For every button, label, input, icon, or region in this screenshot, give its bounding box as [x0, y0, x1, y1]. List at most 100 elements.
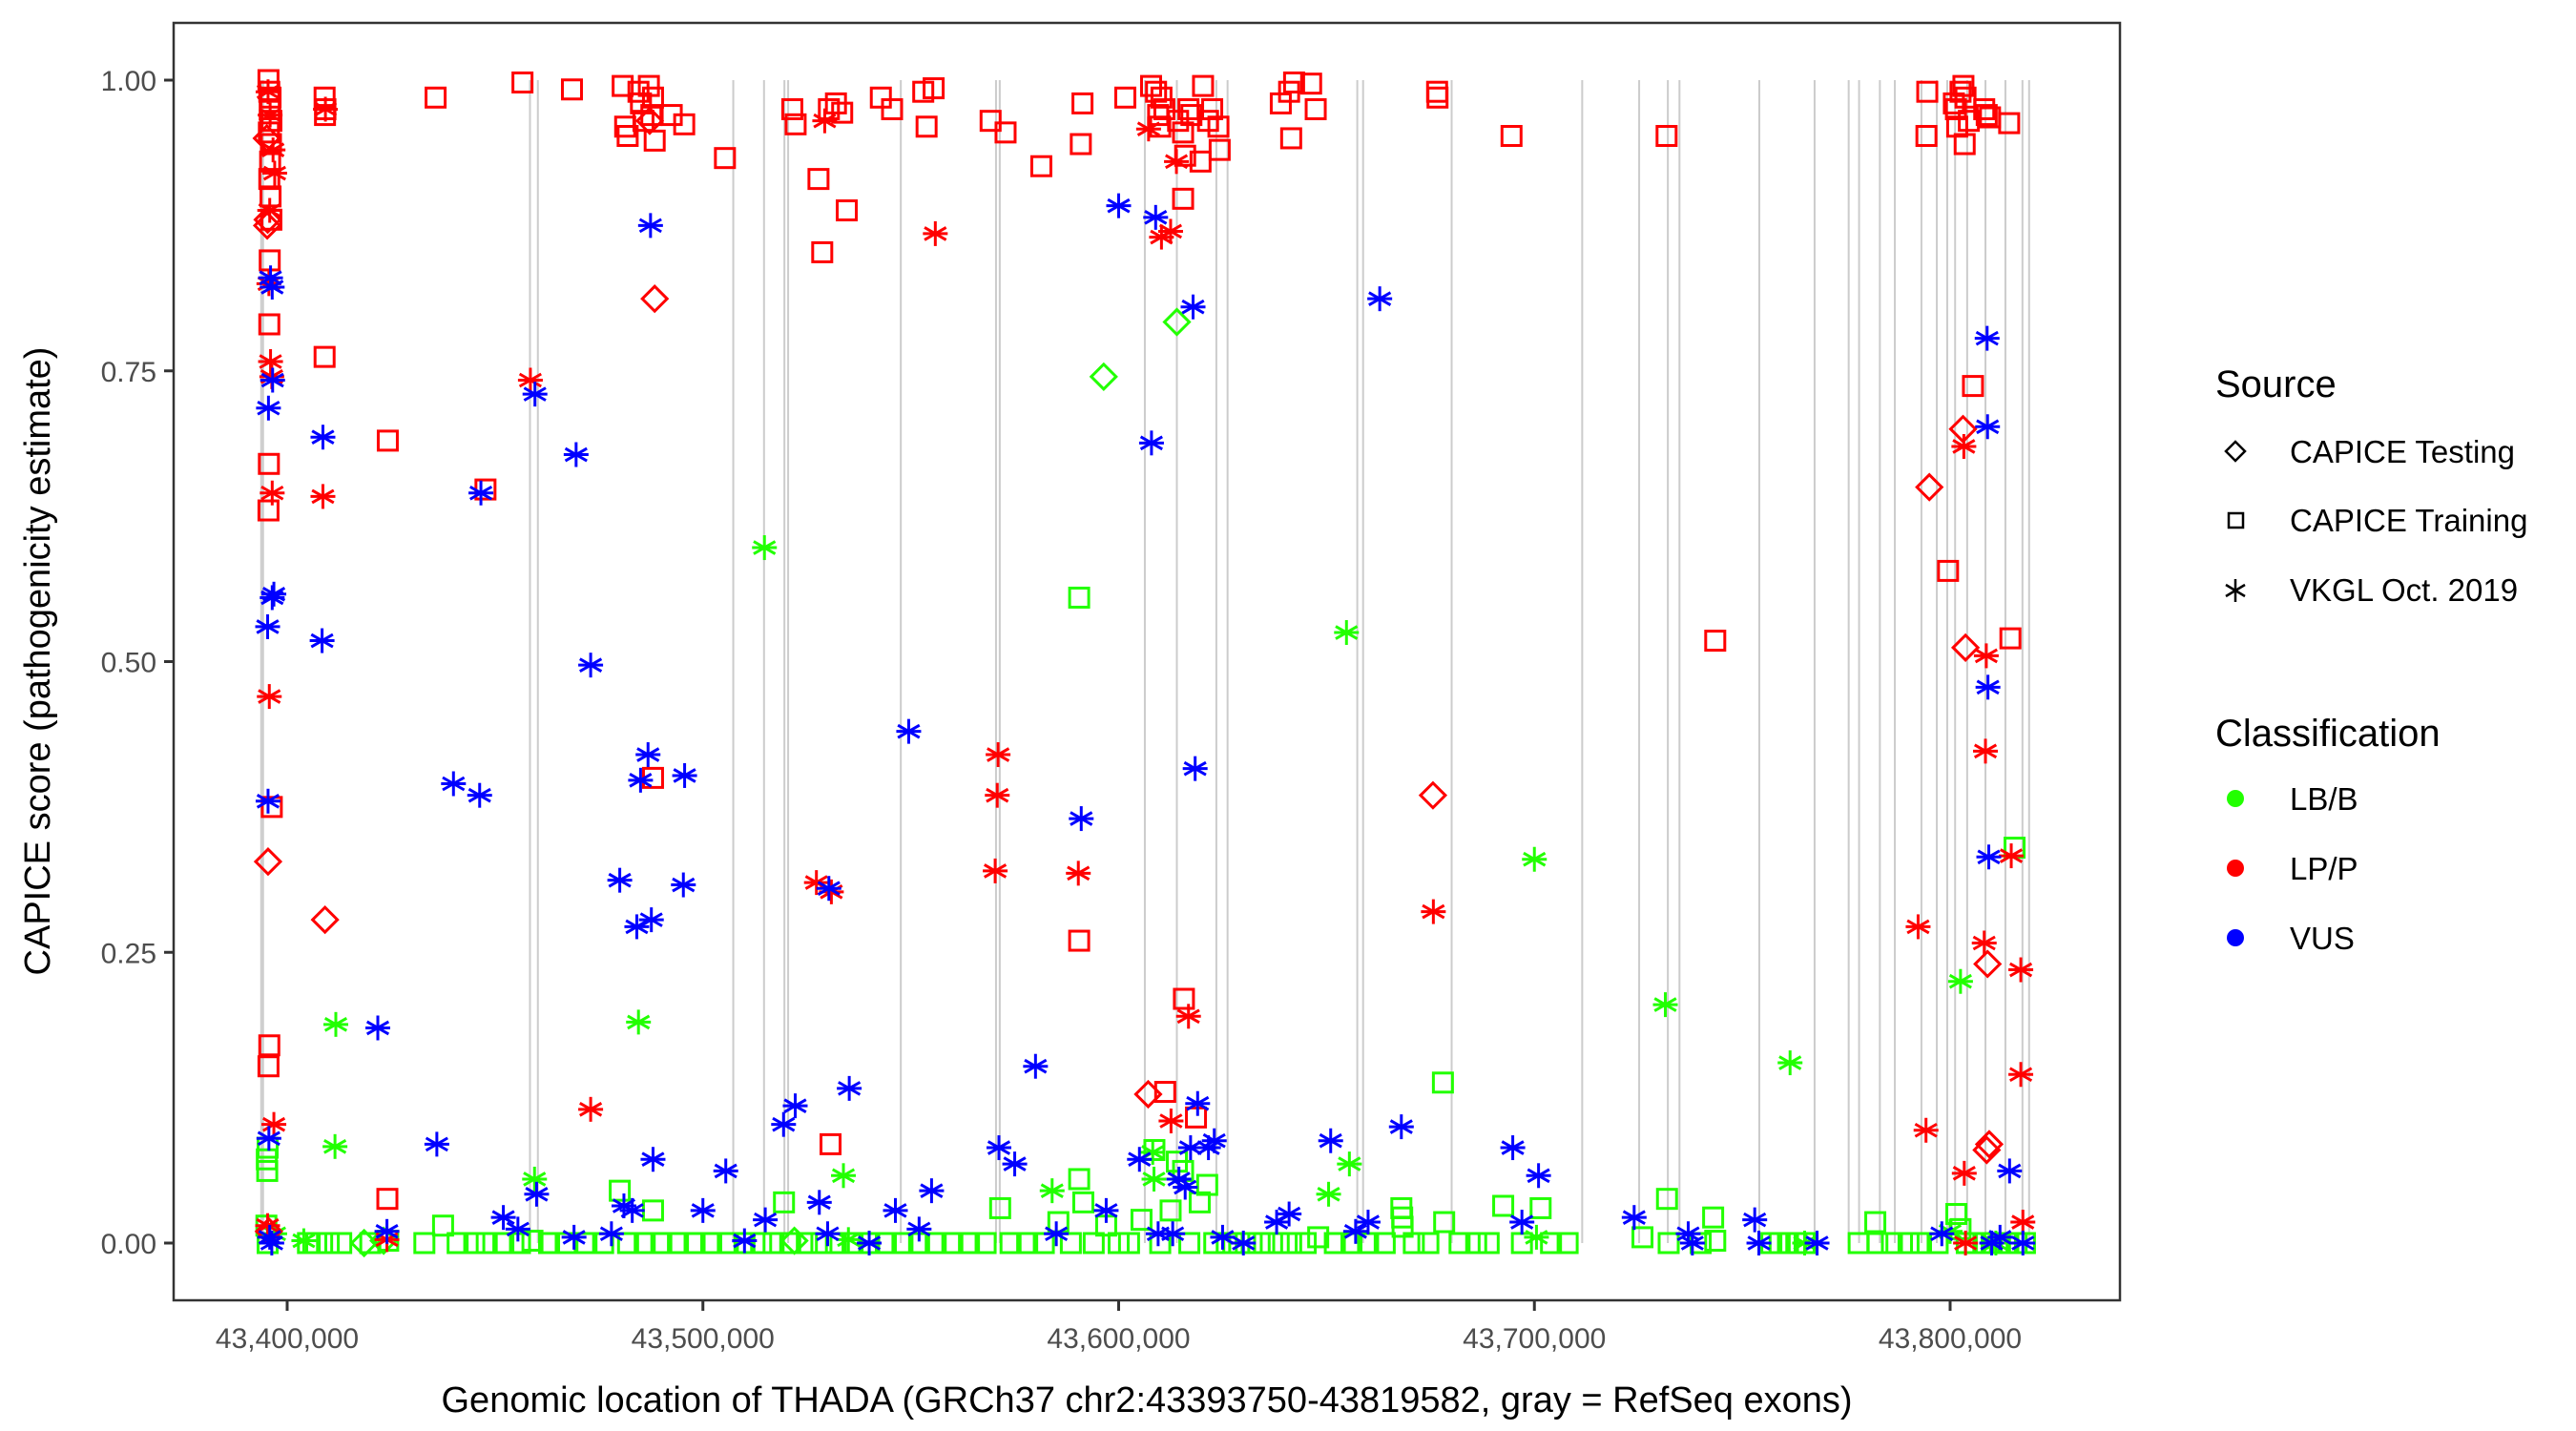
- point-square: [511, 71, 534, 93]
- point-square: [1207, 115, 1230, 138]
- point-asterisk: [260, 137, 286, 163]
- point-asterisk: [255, 1213, 280, 1238]
- point-asterisk: [1973, 738, 1999, 764]
- point-asterisk: [310, 425, 336, 450]
- point-asterisk: [626, 1009, 652, 1035]
- point-square: [1426, 86, 1449, 109]
- x-tick-label: 43,500,000: [632, 1323, 775, 1355]
- point-asterisk: [806, 1190, 832, 1215]
- point-square: [1082, 1232, 1105, 1255]
- point-asterisk: [524, 1181, 550, 1207]
- point-square: [431, 1214, 454, 1237]
- point-square: [1373, 1232, 1396, 1255]
- point-asterisk: [257, 197, 282, 223]
- point-square: [1068, 586, 1091, 609]
- point-asterisk: [1143, 204, 1169, 230]
- point-asterisk: [364, 1015, 390, 1041]
- point-asterisk: [255, 79, 280, 105]
- point-diamond: [1974, 1130, 2005, 1159]
- point-square: [313, 345, 336, 368]
- y-tick-label: 1.00: [101, 66, 156, 97]
- point-square: [1059, 1232, 1082, 1255]
- point-asterisk: [987, 1135, 1012, 1161]
- point-square: [1172, 187, 1195, 210]
- point-square: [1952, 74, 1975, 97]
- point-square: [1529, 1196, 1552, 1219]
- point-asterisk: [815, 1221, 841, 1247]
- point-asterisk: [752, 535, 778, 561]
- x-tick-label: 43,400,000: [216, 1323, 359, 1355]
- point-asterisk: [490, 1205, 516, 1231]
- point-asterisk: [1334, 620, 1360, 646]
- point-square: [538, 1232, 561, 1255]
- point-square: [1117, 1232, 1140, 1255]
- point-asterisk: [374, 1218, 400, 1244]
- point-asterisk: [628, 767, 654, 793]
- point-diamond: [640, 284, 670, 314]
- point-square: [575, 1232, 598, 1255]
- square-icon: [2227, 511, 2245, 529]
- point-asterisk: [1929, 1221, 1955, 1247]
- legend-item-lbb: LB/B: [2227, 781, 2358, 817]
- point-asterisk: [1164, 149, 1190, 175]
- point-asterisk: [260, 585, 285, 611]
- point-asterisk: [1913, 1117, 1939, 1143]
- point-square: [463, 1232, 486, 1255]
- point-square: [1492, 1194, 1515, 1217]
- point-square: [1307, 1226, 1330, 1249]
- point-asterisk: [1509, 1210, 1535, 1235]
- point-square: [750, 1232, 773, 1255]
- point-asterisk: [258, 102, 283, 128]
- point-square: [609, 1179, 632, 1202]
- point-square: [1153, 1081, 1176, 1104]
- point-square: [1975, 104, 1998, 127]
- y-tick-label: 0.75: [101, 357, 156, 388]
- point-asterisk: [1777, 1050, 1803, 1076]
- point-asterisk: [857, 1231, 883, 1255]
- legend-label-capice-training: CAPICE Training: [2290, 503, 2527, 538]
- point-asterisk: [256, 1126, 281, 1151]
- point-square: [1998, 112, 2021, 135]
- point-asterisk: [257, 1224, 282, 1250]
- point-asterisk: [883, 1197, 908, 1223]
- point-asterisk: [310, 484, 336, 509]
- point-asterisk: [1316, 1181, 1341, 1207]
- legend: Source CAPICE Testing CAPICE Training VK…: [2215, 363, 2527, 956]
- point-asterisk: [1953, 1231, 1979, 1255]
- point-square: [717, 1232, 739, 1255]
- point-asterisk: [1210, 1224, 1236, 1250]
- point-asterisk: [1185, 1090, 1211, 1116]
- point-square: [1178, 1232, 1201, 1255]
- point-asterisk: [1023, 1053, 1049, 1079]
- point-asterisk: [578, 1096, 604, 1122]
- point-asterisk: [309, 628, 335, 653]
- point-diamond: [1089, 362, 1118, 391]
- point-asterisk: [1951, 433, 1977, 459]
- point-square: [836, 199, 859, 222]
- point-square: [1402, 1232, 1425, 1255]
- point-square: [958, 1232, 981, 1255]
- point-square: [1655, 125, 1678, 148]
- x-tick-label: 43,800,000: [1879, 1323, 2022, 1355]
- point-asterisk: [467, 782, 492, 808]
- point-square: [447, 1232, 469, 1255]
- point-asterisk: [671, 872, 696, 898]
- legend-title-classification: Classification: [2215, 713, 2441, 755]
- point-asterisk: [1160, 1221, 1186, 1247]
- point-asterisk: [1526, 1163, 1551, 1189]
- point-square: [1113, 86, 1136, 109]
- point-square: [1192, 74, 1215, 97]
- point-asterisk: [1044, 1221, 1070, 1247]
- point-square: [1295, 1232, 1318, 1255]
- point-square: [667, 1232, 690, 1255]
- y-tick-label: 0.25: [101, 938, 156, 969]
- point-square: [1425, 80, 1448, 103]
- point-square: [521, 1230, 544, 1253]
- point-square: [923, 77, 945, 100]
- point-asterisk: [1157, 218, 1183, 244]
- legend-item-lpp: LP/P: [2227, 851, 2358, 886]
- point-asterisk: [896, 718, 922, 744]
- legend-label-vus: VUS: [2290, 921, 2355, 956]
- legend-title-source: Source: [2215, 363, 2337, 405]
- point-square: [1032, 1232, 1055, 1255]
